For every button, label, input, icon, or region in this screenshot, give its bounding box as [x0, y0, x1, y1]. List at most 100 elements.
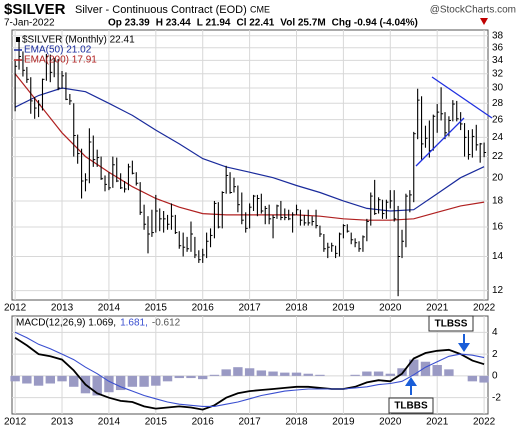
legend-entry: EMA(200) 17.91	[24, 55, 97, 66]
histogram-bar	[373, 371, 384, 376]
y-tick-label: -2	[492, 392, 501, 403]
y-tick-label: 24	[492, 132, 504, 143]
x-tick-label: 2020	[379, 303, 402, 314]
y-tick-label: 26	[492, 114, 504, 125]
histogram-bar	[467, 375, 478, 382]
y-tick-label: 20	[492, 172, 504, 183]
y-tick-label: 28	[492, 98, 504, 109]
histogram-bar	[139, 375, 149, 387]
histogram-bar	[409, 359, 419, 376]
x-tick-label: 2022	[473, 303, 496, 314]
histogram-bar	[479, 375, 489, 383]
y-tick-label: 14	[492, 251, 504, 262]
quote-change: Chg -0.94 (-4.04%)	[332, 18, 418, 29]
x-tick-label: 2015	[145, 417, 168, 428]
histogram-bar	[221, 369, 231, 376]
histogram-bar	[233, 367, 243, 376]
y-tick-label: 16	[492, 222, 504, 233]
y-tick-label: 0	[492, 371, 498, 382]
x-tick-label: 2020	[379, 417, 402, 428]
x-tick-label: 2014	[98, 417, 121, 428]
x-tick-label: 2022	[473, 417, 496, 428]
x-tick-label: 2013	[51, 417, 74, 428]
histogram-bar	[362, 371, 372, 376]
trend-line	[431, 76, 493, 119]
symbol: $SILVER	[4, 1, 66, 18]
histogram-bar	[420, 361, 431, 376]
annotation-box	[428, 315, 474, 332]
x-tick-label: 2012	[4, 303, 27, 314]
histogram-bar	[45, 375, 55, 384]
arrow-down	[458, 334, 470, 352]
y-tick-label: 12	[492, 285, 504, 296]
x-tick-label: 2015	[145, 303, 168, 314]
x-tick-label: 2021	[426, 417, 449, 428]
macd-line	[14, 331, 485, 407]
histogram-bar	[209, 374, 220, 376]
trend-line	[415, 117, 465, 167]
y-tick-label: 30	[492, 83, 504, 94]
exchange: CME	[250, 4, 270, 14]
quote-item: H 23.44	[156, 18, 191, 29]
histogram-bar	[10, 375, 20, 382]
macd-line	[14, 337, 485, 411]
x-tick-label: 2016	[192, 303, 215, 314]
histogram-bar	[268, 371, 278, 376]
histogram-bar	[397, 368, 407, 376]
histogram-bar	[291, 372, 302, 376]
histogram-bar	[22, 375, 32, 384]
histogram-bar	[33, 375, 44, 386]
histogram-bar	[151, 375, 161, 386]
quote-item: Vol 25.7M	[280, 18, 325, 29]
histogram-bar	[350, 374, 360, 376]
x-tick-label: 2014	[98, 303, 121, 314]
histogram-bar	[174, 375, 184, 379]
histogram-bar	[198, 375, 208, 380]
y-tick-label: 34	[492, 55, 504, 66]
histogram-bar	[244, 368, 255, 376]
quote-item: L 21.94	[197, 18, 231, 29]
quote: Op 23.39 H 23.44 L 21.94 Cl 22.41 Vol 25.7M C…	[108, 18, 418, 29]
legend-swatch	[16, 37, 20, 42]
x-tick-label: 2016	[192, 417, 215, 428]
histogram-bar	[104, 375, 114, 393]
y-tick-label: 2	[492, 349, 498, 360]
histogram-bar	[92, 375, 102, 396]
legend-entry: EMA(50) 21.02	[24, 45, 92, 56]
y-tick-label: 36	[492, 42, 504, 53]
histogram-bar	[432, 365, 442, 376]
legend-entry: -0.612	[152, 318, 181, 329]
legend-entry: 1.681,	[120, 318, 148, 329]
histogram-bar	[57, 375, 67, 382]
x-tick-label: 2013	[51, 303, 74, 314]
histogram-bar	[256, 370, 267, 376]
x-tick-label: 2019	[332, 417, 355, 428]
y-tick-label: 38	[492, 30, 504, 41]
legend-entry: $SILVER (Monthly) 22.41	[22, 35, 135, 46]
date: 7-Jan-2022	[4, 18, 55, 29]
quote-item: Op 23.39	[108, 18, 150, 29]
histogram-bar	[280, 372, 290, 376]
arrow-up	[405, 377, 417, 395]
x-tick-label: 2012	[4, 417, 27, 428]
histogram-bar	[115, 375, 126, 391]
histogram-bar	[69, 375, 79, 387]
annotation: TLBSS	[435, 319, 468, 330]
legend-entry: MACD(12,26,9) 1.069,	[16, 318, 116, 329]
y-tick-label: 22	[492, 151, 504, 162]
instrument-name: Silver - Continuous Contract (EOD)	[75, 4, 247, 16]
x-tick-label: 2019	[332, 303, 355, 314]
x-tick-label: 2018	[285, 303, 308, 314]
histogram-bar	[186, 375, 196, 379]
x-tick-label: 2017	[238, 417, 261, 428]
copyright: @StockCharts.com	[430, 5, 516, 16]
annotation: TLBBS	[394, 401, 428, 412]
y-tick-label: 4	[492, 327, 498, 338]
x-tick-label: 2017	[238, 303, 261, 314]
quote-item: Cl 22.41	[236, 18, 274, 29]
histogram-bar	[385, 373, 395, 376]
histogram-bar	[444, 369, 454, 376]
histogram-bar	[162, 375, 173, 382]
